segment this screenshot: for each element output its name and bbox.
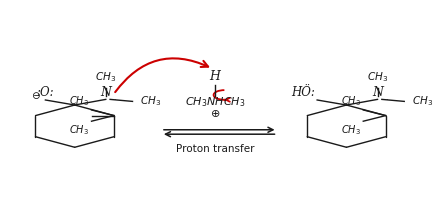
Text: CH$_3$: CH$_3$ [411, 94, 432, 108]
Text: H: H [209, 70, 220, 83]
Text: CH$_3$: CH$_3$ [69, 94, 89, 108]
Text: CH$_3$NHCH$_3$: CH$_3$NHCH$_3$ [184, 95, 245, 109]
Text: CH$_3$: CH$_3$ [140, 94, 161, 108]
Text: ··: ·· [382, 96, 388, 105]
Text: HÖ:: HÖ: [290, 86, 314, 99]
Text: $\ominus$: $\ominus$ [31, 90, 41, 101]
Text: :O:: :O: [36, 86, 54, 99]
Text: CH$_3$: CH$_3$ [366, 71, 387, 84]
Text: CH$_3$: CH$_3$ [69, 123, 89, 137]
Text: ··: ·· [111, 96, 117, 105]
Text: $\oplus$: $\oplus$ [209, 108, 219, 119]
Text: CH$_3$: CH$_3$ [340, 123, 360, 137]
Text: CH$_3$: CH$_3$ [95, 71, 116, 84]
Text: Proton transfer: Proton transfer [175, 144, 254, 154]
Text: N: N [371, 86, 382, 99]
Text: CH$_3$: CH$_3$ [340, 94, 360, 108]
Text: N: N [100, 86, 111, 99]
